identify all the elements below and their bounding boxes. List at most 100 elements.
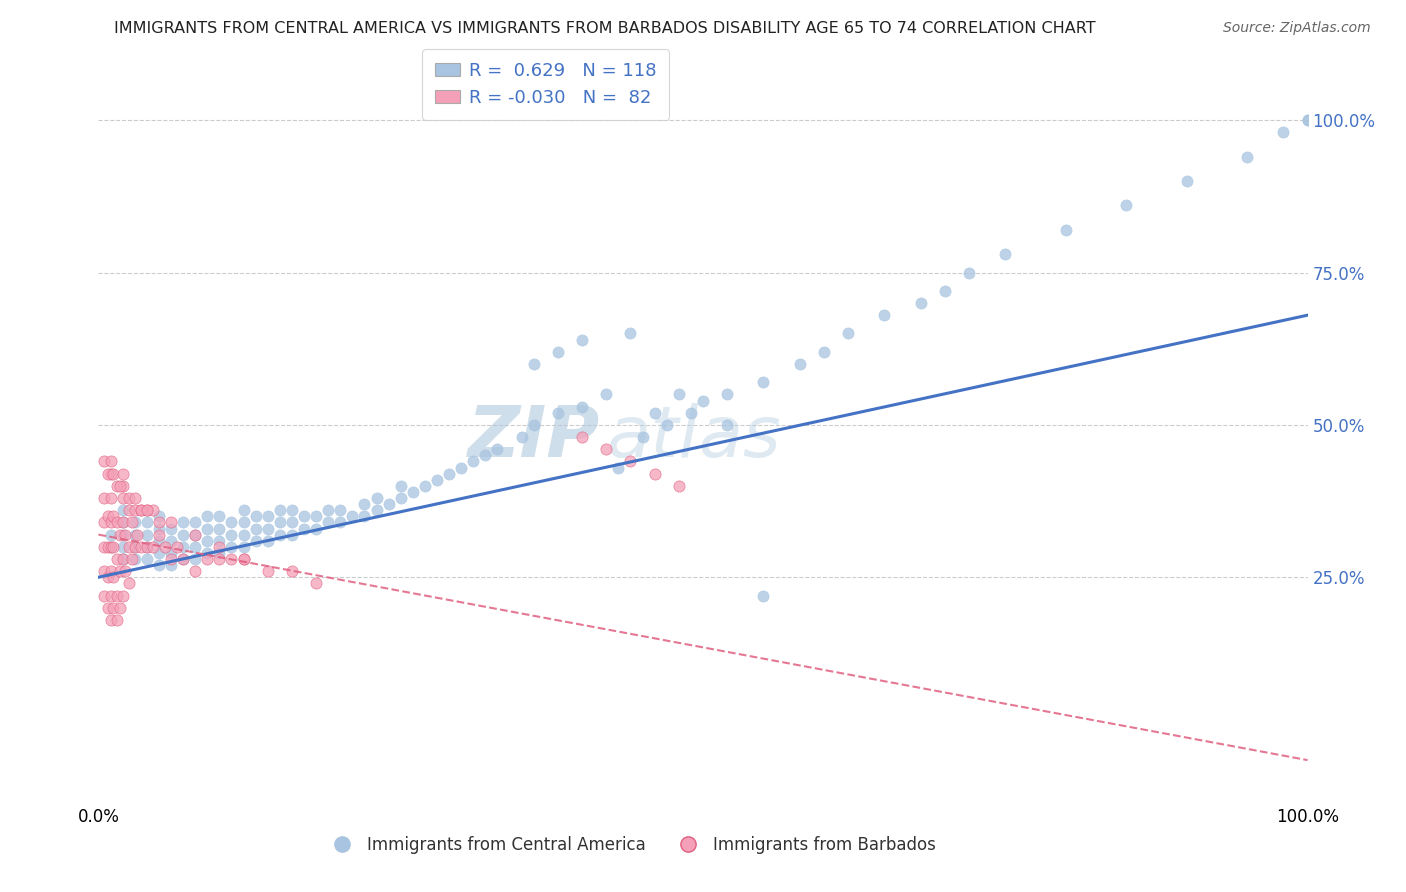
Point: [100, 540, 122, 554]
Point: [93, 540, 115, 554]
Point: [208, 540, 231, 554]
Point: [644, 406, 666, 420]
Point: [111, 552, 134, 566]
Point: [523, 357, 546, 371]
Point: [129, 503, 152, 517]
Point: [105, 552, 128, 566]
Point: [148, 509, 170, 524]
Point: [114, 527, 136, 541]
Point: [366, 491, 388, 505]
Point: [97, 570, 120, 584]
Point: [93, 516, 115, 530]
Point: [353, 509, 375, 524]
Point: [316, 516, 339, 530]
Point: [195, 546, 218, 560]
Point: [716, 387, 738, 401]
Point: [129, 540, 152, 554]
Point: [668, 387, 690, 401]
Point: [208, 521, 231, 535]
Point: [93, 491, 115, 505]
Point: [195, 533, 218, 548]
Point: [342, 509, 364, 524]
Point: [93, 589, 115, 603]
Point: [474, 448, 496, 462]
Point: [111, 479, 134, 493]
Point: [366, 503, 388, 517]
Point: [655, 417, 678, 432]
Point: [118, 576, 141, 591]
Point: [111, 516, 134, 530]
Point: [105, 613, 128, 627]
Point: [184, 527, 207, 541]
Point: [957, 266, 980, 280]
Point: [281, 503, 304, 517]
Point: [232, 552, 254, 566]
Point: [124, 540, 146, 554]
Point: [269, 516, 291, 530]
Point: [256, 521, 278, 535]
Point: [195, 552, 218, 566]
Point: [160, 552, 183, 566]
Point: [160, 546, 183, 560]
Point: [208, 533, 231, 548]
Point: [873, 308, 896, 322]
Point: [124, 552, 146, 566]
Point: [101, 600, 124, 615]
Point: [1296, 113, 1319, 128]
Point: [184, 564, 207, 578]
Point: [111, 540, 134, 554]
Point: [595, 442, 617, 457]
Point: [160, 516, 183, 530]
Point: [910, 296, 932, 310]
Point: [1296, 113, 1319, 128]
Point: [813, 344, 835, 359]
Point: [1175, 174, 1198, 188]
Point: [105, 589, 128, 603]
Point: [100, 467, 122, 481]
Point: [111, 503, 134, 517]
Point: [153, 540, 176, 554]
Point: [93, 564, 115, 578]
Point: [1236, 150, 1258, 164]
Point: [172, 540, 194, 554]
Point: [135, 527, 157, 541]
Point: [114, 564, 136, 578]
Point: [127, 527, 149, 541]
Point: [269, 527, 291, 541]
Point: [195, 521, 218, 535]
Point: [100, 564, 122, 578]
Point: [118, 491, 141, 505]
Point: [232, 503, 254, 517]
Point: [97, 509, 120, 524]
Point: [111, 589, 134, 603]
Point: [160, 521, 183, 535]
Legend: Immigrants from Central America, Immigrants from Barbados: Immigrants from Central America, Immigra…: [319, 829, 942, 860]
Point: [101, 509, 124, 524]
Point: [232, 540, 254, 554]
Point: [172, 527, 194, 541]
Point: [148, 521, 170, 535]
Point: [221, 516, 243, 530]
Point: [111, 491, 134, 505]
Point: [571, 400, 593, 414]
Point: [208, 552, 231, 566]
Point: [93, 454, 115, 468]
Point: [100, 516, 122, 530]
Point: [148, 527, 170, 541]
Point: [232, 552, 254, 566]
Point: [934, 284, 956, 298]
Point: [160, 533, 183, 548]
Point: [619, 454, 641, 468]
Point: [1054, 223, 1077, 237]
Point: [105, 516, 128, 530]
Text: Source: ZipAtlas.com: Source: ZipAtlas.com: [1223, 21, 1371, 35]
Point: [377, 497, 399, 511]
Point: [148, 558, 170, 573]
Point: [305, 576, 328, 591]
Point: [124, 516, 146, 530]
Point: [486, 442, 509, 457]
Point: [135, 503, 157, 517]
Point: [129, 503, 152, 517]
Point: [547, 344, 569, 359]
Point: [97, 467, 120, 481]
